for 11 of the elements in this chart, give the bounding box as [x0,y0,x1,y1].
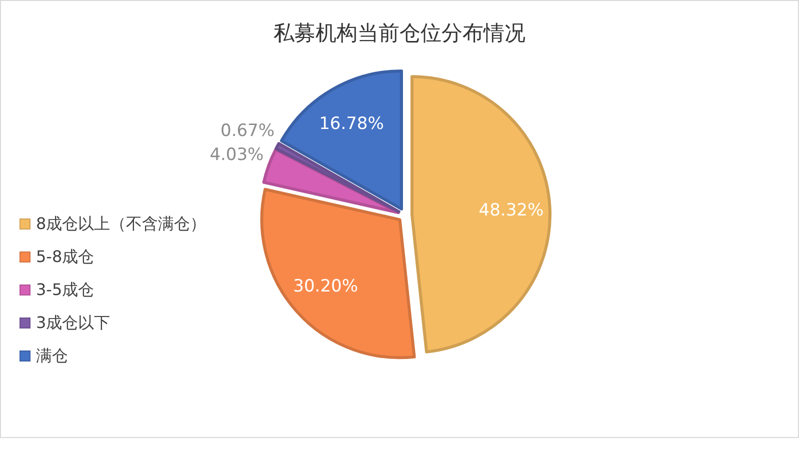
legend-label: 3成仓以下 [36,313,110,332]
legend-label: 满仓 [36,346,68,365]
data-label: 30.20% [293,276,358,297]
chart-title: 私募机构当前仓位分布情况 [274,21,526,45]
legend-label: 8成仓以上（不含满仓） [36,214,206,233]
legend-label: 5-8成仓 [36,247,94,266]
legend-label: 3-5成仓 [36,280,94,299]
data-label: 4.03% [210,144,264,165]
data-label: 48.32% [478,200,544,220]
data-label: 0.67% [220,120,275,141]
data-label: 16.78% [319,114,384,134]
